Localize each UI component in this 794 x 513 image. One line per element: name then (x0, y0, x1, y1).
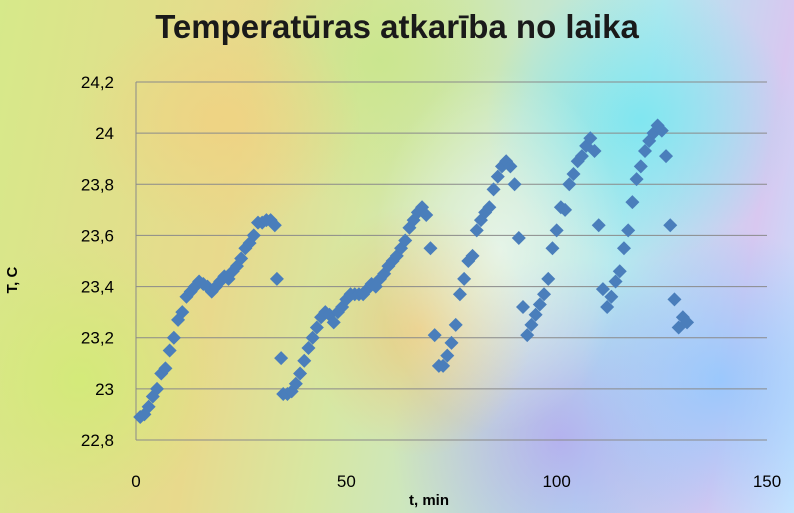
data-point (465, 248, 480, 263)
data-point (612, 264, 627, 279)
data-point (595, 282, 610, 297)
x-tick-label: 100 (542, 472, 570, 491)
y-tick-label: 23,4 (81, 278, 114, 297)
data-point (516, 300, 531, 315)
data-point (541, 271, 556, 286)
y-tick-label: 22,8 (81, 431, 114, 450)
y-tick-label: 23,6 (81, 226, 114, 245)
data-point (604, 289, 619, 304)
data-point (452, 287, 467, 302)
data-point (141, 399, 156, 414)
data-point (625, 195, 640, 210)
data-point (520, 328, 535, 343)
data-point (566, 167, 581, 182)
data-point (175, 305, 190, 320)
data-point (326, 315, 341, 330)
data-point (680, 315, 695, 330)
data-point (482, 200, 497, 215)
data-point (297, 353, 312, 368)
data-point (616, 241, 631, 256)
data-point (398, 233, 413, 248)
y-tick-labels: 22,8 23 23,2 23,4 23,6 23,8 24 24,2 (81, 73, 114, 450)
x-tick-labels: 0 50 100 150 (131, 472, 781, 491)
data-point (583, 131, 598, 146)
data-point (490, 169, 505, 184)
data-point (309, 320, 324, 335)
data-point (457, 271, 472, 286)
data-point (650, 118, 665, 133)
data-point (600, 300, 615, 315)
data-point (558, 202, 573, 217)
data-point (166, 330, 181, 345)
data-point (608, 274, 623, 289)
chart-title: Temperatūras atkarība no laika (155, 8, 639, 45)
data-point (162, 343, 177, 358)
data-point (663, 218, 678, 233)
data-point (427, 328, 442, 343)
data-point (436, 358, 451, 373)
data-point (511, 230, 526, 245)
data-point (532, 297, 547, 312)
data-points (133, 118, 695, 424)
data-point (503, 159, 518, 174)
x-tick-label: 50 (337, 472, 356, 491)
data-point (667, 292, 682, 307)
data-point (293, 366, 308, 381)
data-point (587, 144, 602, 159)
data-point (423, 241, 438, 256)
x-tick-label: 0 (131, 472, 140, 491)
data-point (448, 317, 463, 332)
x-axis-label: t, min (409, 492, 449, 509)
data-point (419, 207, 434, 222)
data-point (288, 376, 303, 391)
data-point (659, 149, 674, 164)
data-point (549, 223, 564, 238)
data-point (150, 381, 165, 396)
data-point (234, 251, 249, 266)
x-tick-label: 150 (753, 472, 781, 491)
data-point (246, 228, 261, 243)
data-point (537, 287, 552, 302)
data-point (621, 223, 636, 238)
y-tick-label: 23 (95, 380, 114, 399)
data-point (305, 330, 320, 345)
y-tick-label: 23,8 (81, 175, 114, 194)
data-point (274, 351, 289, 366)
data-point (638, 144, 653, 159)
y-tick-label: 24 (95, 124, 114, 143)
data-point (562, 177, 577, 192)
data-point (629, 172, 644, 187)
data-point (486, 182, 501, 197)
y-tick-label: 23,2 (81, 329, 114, 348)
data-point (524, 317, 539, 332)
data-point (444, 335, 459, 350)
data-point (469, 223, 484, 238)
data-point (267, 218, 282, 233)
data-point (301, 340, 316, 355)
data-point (591, 218, 606, 233)
data-point (440, 348, 455, 363)
data-point (507, 177, 522, 192)
data-point (158, 361, 173, 376)
data-point (545, 241, 560, 256)
data-point (269, 271, 284, 286)
data-point (574, 149, 589, 164)
data-point (646, 126, 661, 141)
data-point (633, 159, 648, 174)
y-tick-label: 24,2 (81, 73, 114, 92)
grid-lines (136, 81, 767, 441)
data-point (528, 307, 543, 322)
data-point (654, 123, 669, 138)
